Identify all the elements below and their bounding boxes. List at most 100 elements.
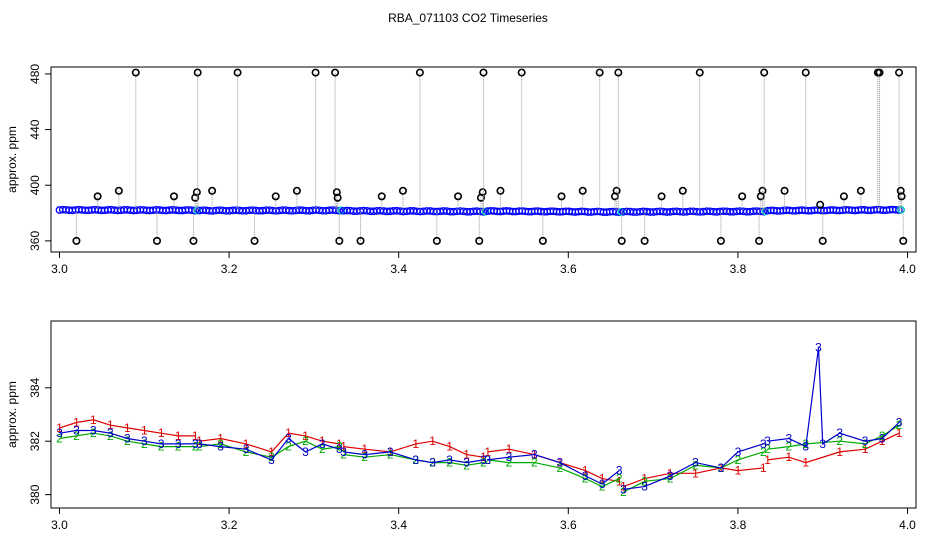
series-1-marker: 1 (243, 437, 250, 451)
series-1-marker: 1 (506, 442, 513, 456)
series-2-marker: 2 (480, 456, 487, 470)
series-1-line (59, 419, 196, 437)
plot-frame (50, 320, 917, 509)
series-2-marker: 2 (56, 432, 63, 446)
series-2-marker: 2 (879, 429, 886, 443)
outlier-point (356, 236, 365, 245)
y-tick-label: 480 (28, 64, 42, 84)
outlier-point (578, 186, 587, 195)
series-3-marker: 3 (268, 453, 275, 467)
series-1-marker: 1 (692, 466, 699, 480)
baseline-point (612, 208, 620, 216)
series-1-marker: 1 (90, 413, 97, 427)
series-2-marker: 2 (760, 445, 767, 459)
series-3-marker: 3 (158, 437, 165, 451)
outlier-point (875, 68, 884, 77)
series-1-marker: 1 (463, 448, 470, 462)
series-3-marker: 3 (506, 450, 513, 464)
series-2-marker: 2 (582, 472, 589, 486)
series-1-marker: 1 (158, 426, 165, 440)
series-3-marker: 3 (802, 440, 809, 454)
series-3-marker: 3 (764, 434, 771, 448)
series-2-line (199, 440, 340, 458)
x-tick-label: 3.8 (730, 262, 747, 276)
x-tick-label: 3.8 (730, 518, 747, 532)
series-1-marker: 1 (836, 445, 843, 459)
series-2-marker: 2 (90, 426, 97, 440)
series-3-marker: 3 (641, 480, 648, 494)
outlier-point (895, 68, 904, 77)
series-3-marker: 3 (760, 437, 767, 451)
series-2-line (59, 432, 196, 448)
series-3-marker: 3 (735, 445, 742, 459)
series-1-marker: 1 (480, 450, 487, 464)
series-3-marker: 3 (480, 453, 487, 467)
outlier-point (192, 188, 201, 197)
series-1-marker: 1 (73, 416, 80, 430)
series-3-line (767, 347, 900, 448)
y-tick-label: 382 (28, 431, 42, 451)
series-1-line (199, 432, 340, 453)
series-3-marker: 3 (56, 426, 63, 440)
series-3-marker: 3 (429, 456, 436, 470)
series-2-marker: 2 (217, 437, 224, 451)
series-1-marker: 1 (446, 440, 453, 454)
series-3-marker: 3 (785, 432, 792, 446)
outlier-point (478, 188, 487, 197)
outlier-point (856, 186, 865, 195)
series-1-marker: 1 (785, 450, 792, 464)
series-3-marker: 3 (196, 437, 203, 451)
outlier-point (331, 68, 340, 77)
series-3-line (59, 429, 196, 445)
series-2-marker: 2 (764, 442, 771, 456)
outlier-point (557, 192, 566, 201)
series-1-marker: 1 (336, 437, 343, 451)
series-3-marker: 3 (667, 469, 674, 483)
outlier-point (193, 68, 202, 77)
x-tick-label: 3.2 (221, 518, 238, 532)
outlier-point (93, 192, 102, 201)
series-2-marker: 2 (641, 474, 648, 488)
series-1-marker: 1 (285, 426, 292, 440)
outlier-point (640, 236, 649, 245)
outlier-point (333, 193, 342, 202)
series-2-marker: 2 (192, 440, 199, 454)
series-2-marker: 2 (836, 434, 843, 448)
series-1-line (623, 467, 764, 488)
series-3-marker: 3 (73, 424, 80, 438)
outlier-point (496, 186, 505, 195)
series-3-marker: 3 (107, 426, 114, 440)
y-tick-label: 384 (28, 377, 42, 397)
series-1-marker: 1 (340, 440, 347, 454)
baseline-point (756, 207, 764, 216)
series-2-marker: 2 (124, 434, 131, 448)
series-3-marker: 3 (302, 445, 309, 459)
x-tick-label: 3.0 (51, 518, 68, 532)
outlier-point (758, 186, 767, 195)
outlier-point (72, 236, 81, 245)
outlier-point (250, 236, 259, 245)
series-1-marker: 1 (616, 474, 623, 488)
series-3-marker: 3 (90, 424, 97, 438)
outlier-point (780, 186, 789, 195)
series-2-marker: 2 (531, 456, 538, 470)
x-tick-label: 3.6 (560, 518, 577, 532)
series-3-marker: 3 (340, 445, 347, 459)
outlier-point (517, 68, 526, 77)
outlier-point (233, 68, 242, 77)
series-2-marker: 2 (862, 437, 869, 451)
outlier-point (538, 236, 547, 245)
series-2-marker: 2 (302, 434, 309, 448)
outlier-point (415, 68, 424, 77)
outlier-point (755, 236, 764, 245)
series-3-marker: 3 (141, 434, 148, 448)
series-2-marker: 2 (73, 429, 80, 443)
outlier-point (169, 192, 178, 201)
series-1-marker: 1 (124, 421, 131, 435)
outlier-point (479, 68, 488, 77)
outlier-point (377, 192, 386, 201)
series-2-marker: 2 (620, 485, 627, 499)
series-1-marker: 1 (641, 472, 648, 486)
